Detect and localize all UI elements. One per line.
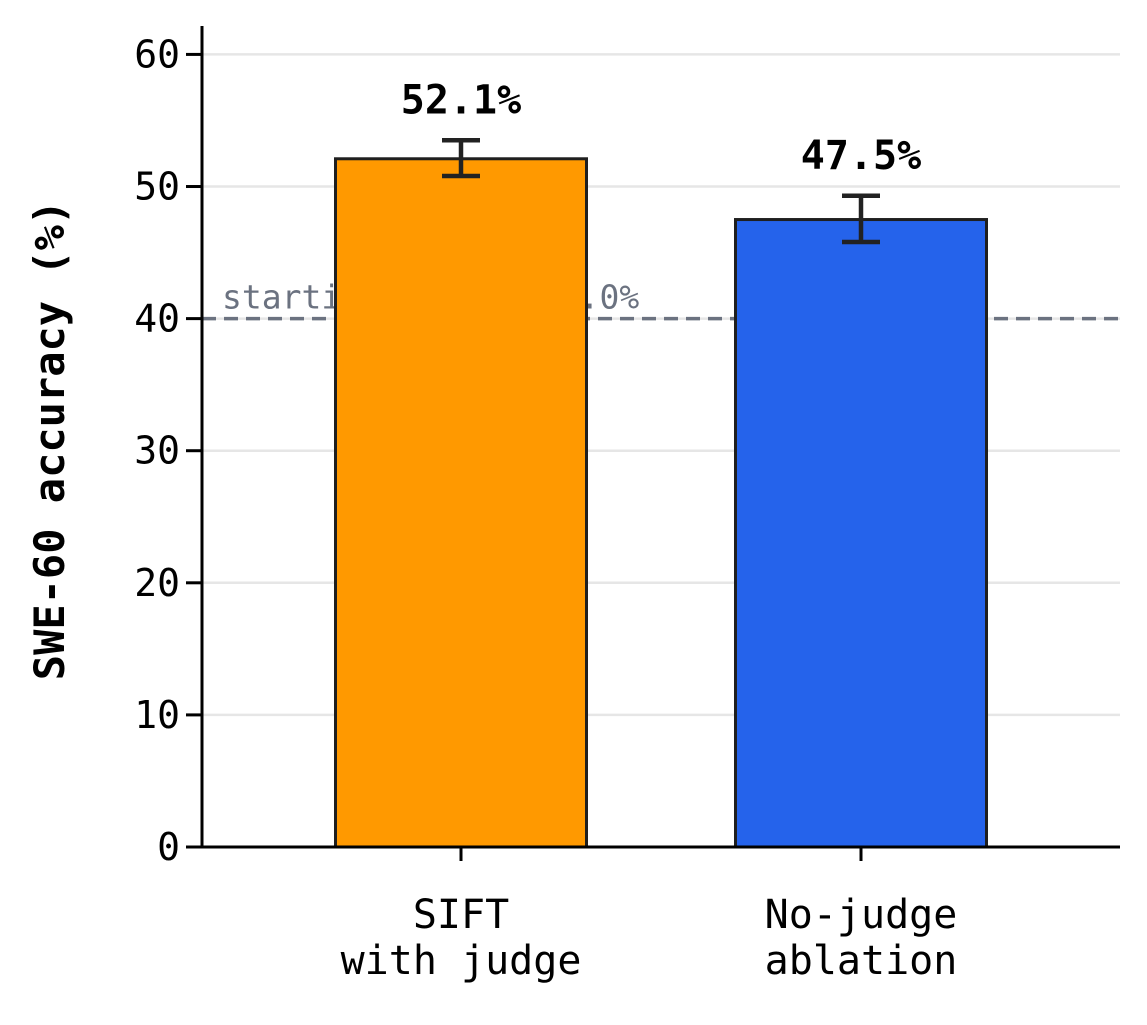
x-tick-label-line: No-judge [765, 892, 958, 938]
bar [734, 218, 988, 849]
y-tick-label: 20 [134, 561, 180, 605]
bars-group: 52.1% 47.5% [334, 77, 988, 849]
y-tick-label: 0 [157, 825, 180, 869]
y-tick-label: 40 [134, 297, 180, 341]
y-tick-label: 60 [134, 32, 180, 76]
y-axis-label: SWE-60 accuracy (%) [25, 200, 74, 680]
x-tick-label-line: SIFT [413, 892, 509, 938]
x-tick-label-line: with judge [341, 938, 582, 984]
x-tick-label-line: ablation [765, 938, 958, 984]
value-label: 52.1% [401, 77, 521, 123]
x-tick-label: SIFT with judge [341, 892, 582, 984]
y-tick-label: 50 [134, 165, 180, 209]
bar [334, 157, 588, 849]
x-tick-label: No-judge ablation [765, 892, 958, 984]
y-tick-label: 30 [134, 429, 180, 473]
y-tick-label: 10 [134, 693, 180, 737]
value-label: 47.5% [801, 133, 921, 179]
axes-group: SIFT with judge No-judge ablation 0 10 20 30 40 5… [134, 26, 1120, 984]
